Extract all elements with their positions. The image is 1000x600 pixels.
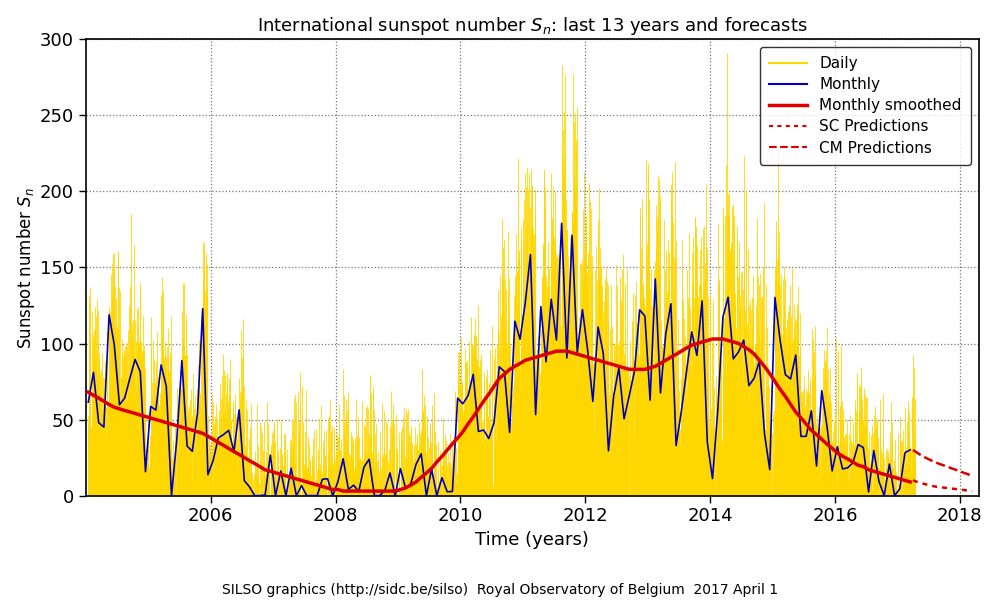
Title: International sunspot number $S_{n}$: last 13 years and forecasts: International sunspot number $S_{n}$: la… bbox=[257, 15, 808, 37]
Legend: Daily, Monthly, Monthly smoothed, SC Predictions, CM Predictions: Daily, Monthly, Monthly smoothed, SC Pre… bbox=[760, 47, 971, 165]
Y-axis label: Sunspot number $S_{n}$: Sunspot number $S_{n}$ bbox=[15, 187, 37, 349]
Text: SILSO graphics (http://sidc.be/silso)  Royal Observatory of Belgium  2017 April : SILSO graphics (http://sidc.be/silso) Ro… bbox=[222, 583, 778, 597]
X-axis label: Time (years): Time (years) bbox=[475, 531, 589, 549]
